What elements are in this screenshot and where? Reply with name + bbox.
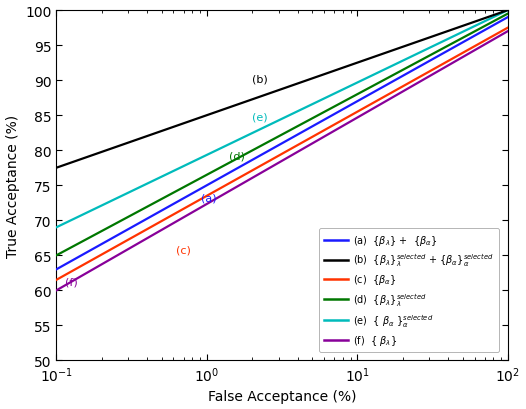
X-axis label: False Acceptance (%): False Acceptance (%) [208,389,357,403]
Text: (e): (e) [252,112,268,122]
Text: (d): (d) [229,151,245,162]
Y-axis label: True Acceptance (%): True Acceptance (%) [6,115,19,257]
Text: (b): (b) [252,74,268,84]
Text: (c): (c) [176,245,190,255]
Legend: (a)  {$\beta_\lambda$} +  {$\beta_\alpha$}, (b)  {$\beta_\lambda$}$_\lambda^{sel: (a) {$\beta_\lambda$} + {$\beta_\alpha$}… [319,229,499,352]
Text: (f): (f) [65,276,78,287]
Text: (a): (a) [201,193,217,203]
